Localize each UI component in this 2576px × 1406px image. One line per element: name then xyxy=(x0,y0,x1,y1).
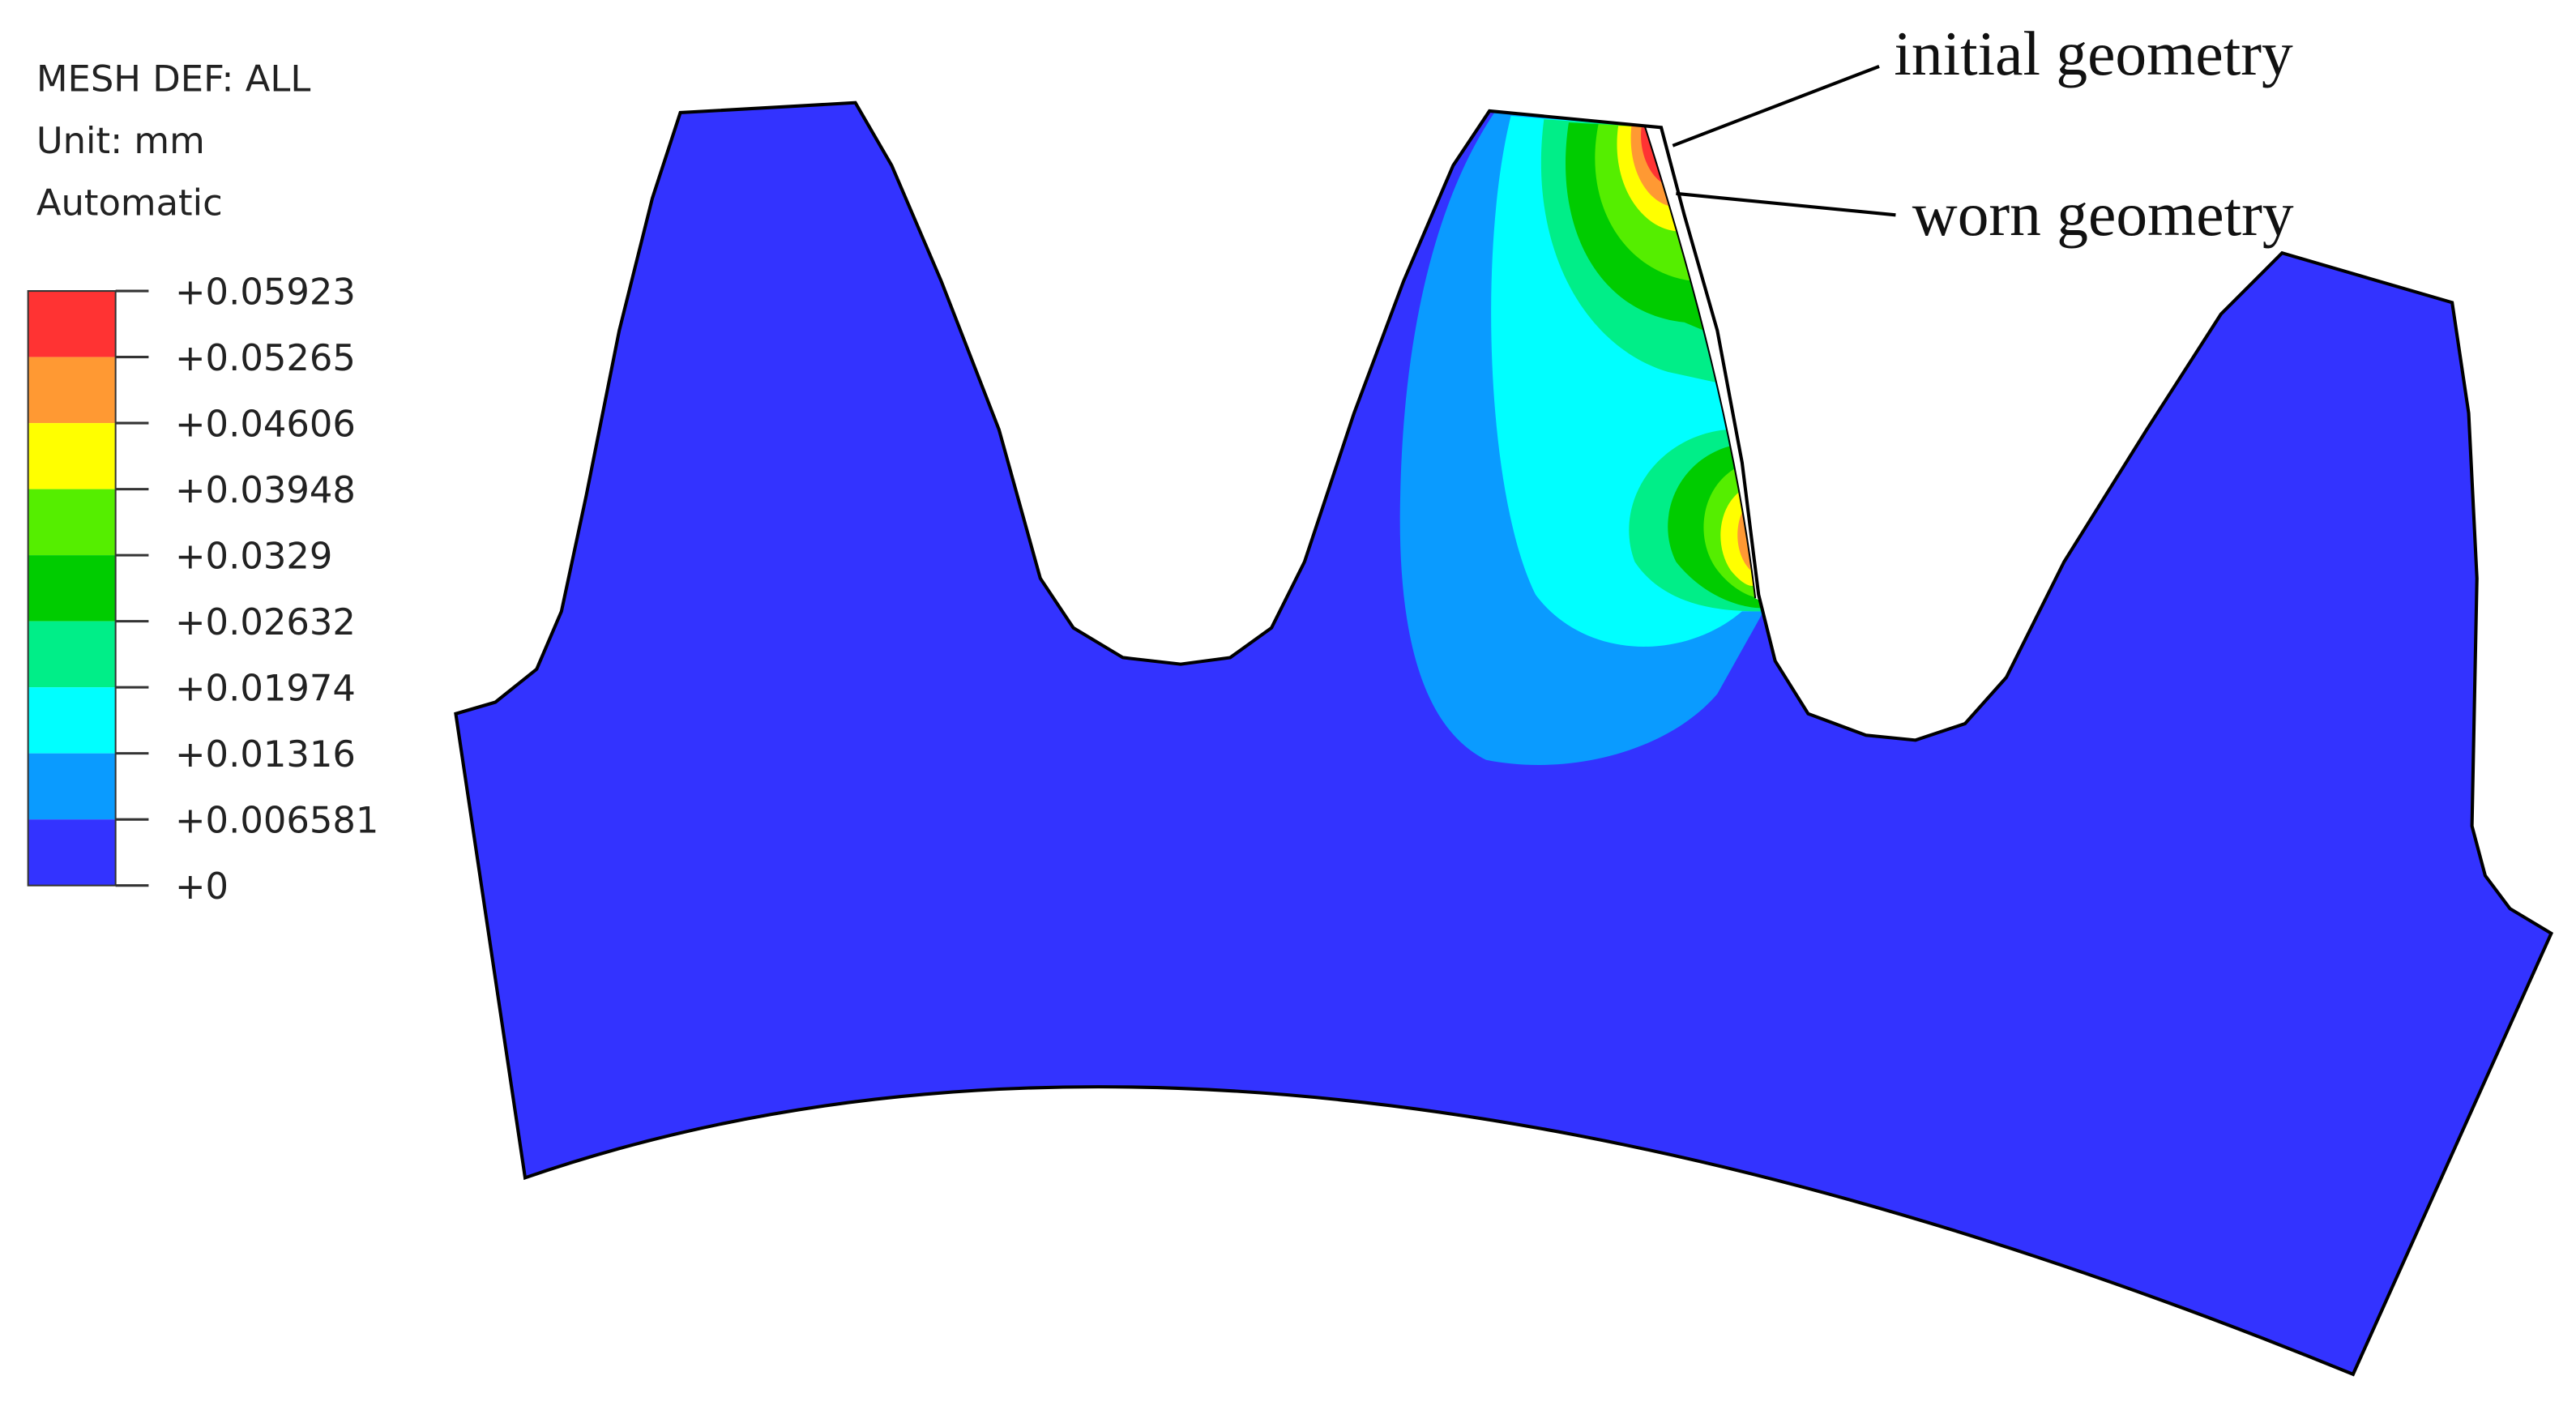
legend-label: +0.05265 xyxy=(175,336,356,379)
legend-swatch xyxy=(28,819,116,886)
legend-label: +0.0329 xyxy=(175,534,332,577)
worn-gap xyxy=(1644,126,1764,604)
legend-label: +0.006581 xyxy=(175,798,378,841)
legend-label: +0.01974 xyxy=(175,666,356,709)
contour-band xyxy=(1566,122,1761,609)
legend-swatch xyxy=(28,687,116,754)
legend-label: +0 xyxy=(175,865,229,908)
annotation: worn geometry xyxy=(1912,179,2294,249)
leader-line xyxy=(1672,65,1880,147)
legend-label: +0.02632 xyxy=(175,600,356,643)
contour-plot xyxy=(455,102,2552,1374)
worn-outline xyxy=(1643,125,1757,599)
legend-swatch xyxy=(28,753,116,820)
legend-header: MESH DEF: ALL xyxy=(36,57,311,100)
legend-swatch xyxy=(28,423,116,489)
legend-label: +0.03948 xyxy=(175,468,356,511)
legend-label: +0.05923 xyxy=(175,270,356,313)
legend-header: Unit: mm xyxy=(36,119,205,162)
legend: MESH DEF: ALL Unit: mm Automatic +0.05923 +0… xyxy=(27,57,378,908)
legend-header: Automatic xyxy=(36,181,223,224)
legend-label: +0.01316 xyxy=(175,733,356,776)
contour-band xyxy=(1630,126,1751,571)
legend-label: +0.04606 xyxy=(175,402,356,445)
annotation: initial geometry xyxy=(1894,19,2293,88)
legend-swatch xyxy=(28,357,116,424)
leader-line xyxy=(1676,191,1896,217)
legend-swatch xyxy=(28,489,116,556)
legend-swatch xyxy=(28,555,116,622)
contour-band xyxy=(1595,124,1761,599)
legend-frame xyxy=(27,290,117,887)
legend-swatch xyxy=(28,291,116,357)
legend-swatch xyxy=(28,621,116,688)
